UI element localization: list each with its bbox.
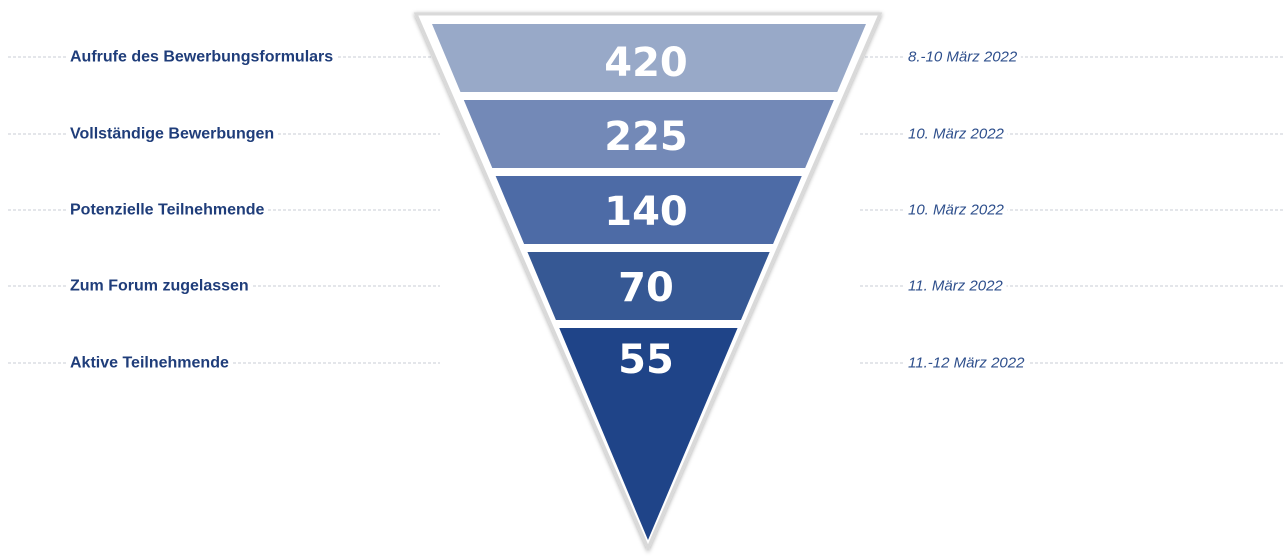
stage-value: 70 bbox=[618, 265, 674, 311]
stage-date-background bbox=[905, 47, 1021, 67]
stage-label-background bbox=[67, 124, 278, 144]
stage-date: 11.-12 März 2022 bbox=[908, 355, 1025, 372]
stage-label: Vollständige Bewerbungen bbox=[70, 126, 274, 143]
stage-value: 55 bbox=[618, 337, 674, 383]
value-labels: 420 225 140 70 55 bbox=[604, 40, 688, 383]
stage-date-background bbox=[905, 124, 1008, 144]
stage-value: 225 bbox=[604, 114, 688, 160]
stage-label: Potenzielle Teilnehmende bbox=[70, 202, 265, 219]
stage-date-background bbox=[905, 353, 1029, 373]
stage-label-background bbox=[67, 276, 252, 296]
stage-labels: Aufrufe des Bewerbungsformulars Vollständ… bbox=[67, 47, 337, 373]
funnel-segment bbox=[495, 176, 802, 244]
funnel-segments bbox=[432, 24, 866, 540]
stage-date: 11. März 2022 bbox=[908, 278, 1003, 295]
funnel-segment bbox=[559, 328, 738, 540]
funnel-segment bbox=[463, 100, 834, 168]
stage-date: 10. März 2022 bbox=[908, 202, 1005, 219]
stage-label-background bbox=[67, 353, 232, 373]
stage-label-background bbox=[67, 47, 337, 67]
stage-date: 10. März 2022 bbox=[908, 126, 1005, 143]
funnel-segment bbox=[527, 252, 770, 320]
stage-label-background bbox=[67, 200, 268, 220]
stage-label: Aufrufe des Bewerbungsformulars bbox=[70, 49, 333, 66]
stage-date: 8.-10 März 2022 bbox=[908, 49, 1018, 66]
stage-value: 420 bbox=[604, 40, 688, 86]
funnel-segment bbox=[432, 24, 866, 92]
stage-date-background bbox=[905, 276, 1007, 296]
date-labels: 8.-10 März 2022 10. März 2022 10. März 202… bbox=[905, 47, 1029, 373]
stage-value: 140 bbox=[604, 189, 688, 235]
stage-label: Zum Forum zugelassen bbox=[70, 278, 249, 295]
stage-label: Aktive Teilnehmende bbox=[70, 355, 229, 372]
stage-date-background bbox=[905, 200, 1008, 220]
